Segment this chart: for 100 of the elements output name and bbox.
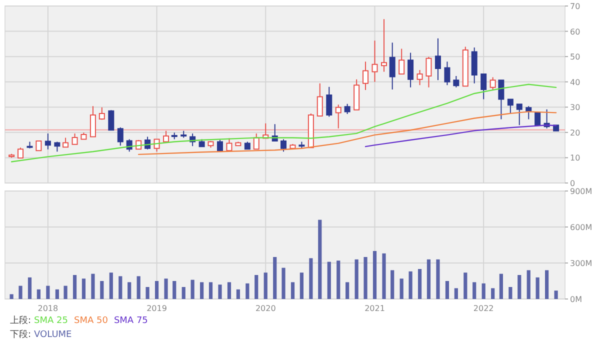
candlestick bbox=[398, 48, 405, 75]
bar bbox=[526, 270, 530, 299]
candlestick bbox=[516, 104, 522, 126]
candlestick bbox=[117, 126, 124, 146]
x-tick-label: 2020 bbox=[255, 304, 276, 313]
candlestick bbox=[335, 104, 342, 129]
bar bbox=[336, 260, 340, 299]
bar bbox=[109, 272, 113, 299]
y-tick-label: 70 bbox=[570, 2, 580, 11]
candlestick bbox=[253, 132, 260, 150]
candlestick bbox=[308, 112, 314, 148]
bar bbox=[46, 286, 50, 299]
bar bbox=[18, 286, 22, 299]
bar bbox=[118, 276, 122, 299]
bar bbox=[128, 282, 132, 299]
candlestick bbox=[498, 80, 504, 120]
bar bbox=[454, 288, 458, 299]
bar bbox=[491, 288, 495, 299]
bar bbox=[164, 278, 168, 299]
candlestick bbox=[36, 140, 42, 152]
candlestick bbox=[362, 61, 369, 90]
bar bbox=[100, 281, 104, 299]
bar bbox=[282, 268, 286, 299]
bar bbox=[264, 272, 268, 299]
bar bbox=[10, 294, 14, 299]
candlestick bbox=[526, 106, 532, 120]
candlestick bbox=[18, 147, 24, 158]
bar bbox=[28, 277, 32, 299]
y-tick-label: 50 bbox=[570, 52, 580, 62]
candlestick bbox=[163, 130, 170, 142]
bar bbox=[464, 272, 468, 299]
y-tick-label: 300M bbox=[570, 259, 592, 268]
bar bbox=[354, 259, 358, 299]
bar bbox=[499, 274, 503, 299]
candlestick bbox=[208, 140, 214, 148]
candlestick bbox=[216, 140, 223, 152]
y-tick-label: 10 bbox=[570, 154, 580, 163]
candlestick bbox=[326, 86, 332, 118]
x-tick-label: 2018 bbox=[38, 304, 58, 313]
bar bbox=[236, 289, 240, 299]
candlestick bbox=[426, 56, 432, 88]
candlestick bbox=[316, 82, 323, 116]
x-tick-label: 2021 bbox=[364, 304, 385, 313]
bar bbox=[227, 282, 232, 299]
bar bbox=[64, 286, 68, 299]
candlestick bbox=[381, 18, 387, 72]
candlestick bbox=[372, 40, 378, 82]
candlestick bbox=[534, 112, 541, 126]
bar bbox=[190, 280, 194, 299]
bar bbox=[418, 269, 422, 299]
bar bbox=[309, 258, 313, 299]
candlestick bbox=[108, 110, 114, 131]
candlestick bbox=[8, 153, 15, 158]
bar bbox=[508, 287, 512, 299]
bar bbox=[55, 289, 59, 299]
candlestick bbox=[72, 132, 78, 145]
bar bbox=[218, 284, 222, 299]
bar bbox=[472, 282, 476, 299]
candlestick bbox=[235, 141, 242, 147]
y-tick-label: 0M bbox=[570, 295, 582, 304]
candlestick bbox=[90, 106, 96, 138]
candlestick bbox=[462, 46, 468, 87]
bar bbox=[91, 274, 95, 299]
bar bbox=[82, 278, 86, 299]
bar bbox=[518, 275, 522, 299]
bar bbox=[364, 257, 368, 299]
bar bbox=[208, 282, 213, 299]
bar bbox=[382, 253, 386, 299]
candlestick bbox=[54, 141, 60, 152]
candlestick bbox=[507, 98, 514, 114]
bar bbox=[136, 276, 140, 299]
bar bbox=[554, 290, 558, 299]
candlestick bbox=[434, 38, 441, 81]
candlestick bbox=[280, 138, 287, 152]
candlestick bbox=[453, 76, 460, 88]
y-tick-label: 40 bbox=[570, 78, 580, 87]
bar bbox=[436, 259, 440, 299]
bar bbox=[372, 251, 377, 299]
text: SMA 75 bbox=[114, 316, 148, 326]
text: SMA 50 bbox=[74, 316, 108, 326]
text: 下段: bbox=[10, 329, 32, 340]
y-tick-label: 60 bbox=[570, 27, 580, 36]
bar bbox=[390, 270, 394, 299]
bar bbox=[36, 289, 40, 299]
candlestick bbox=[389, 42, 396, 90]
bar bbox=[408, 271, 412, 299]
candlestick bbox=[344, 103, 350, 114]
candlestick bbox=[298, 141, 305, 149]
bar bbox=[290, 282, 295, 299]
bar bbox=[273, 257, 277, 299]
candlestick bbox=[198, 138, 205, 148]
candlestick bbox=[444, 61, 450, 86]
bar bbox=[172, 281, 176, 299]
bar bbox=[254, 275, 258, 299]
candlestick bbox=[80, 132, 87, 140]
candlestick bbox=[490, 76, 496, 90]
bar bbox=[400, 278, 404, 299]
text: 上段: bbox=[10, 315, 32, 326]
x-tick-label: 2019 bbox=[146, 304, 167, 313]
candlestick bbox=[480, 74, 487, 100]
